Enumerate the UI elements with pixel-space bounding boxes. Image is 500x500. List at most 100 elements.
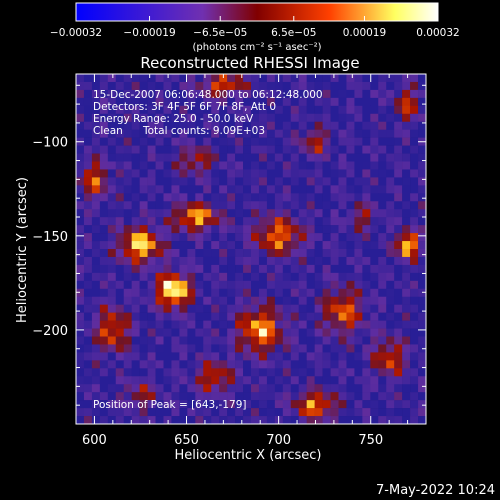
heatmap-cell [187, 280, 196, 290]
heatmap-cell [91, 376, 101, 385]
heatmap-cell [83, 121, 93, 130]
heatmap-cell [107, 416, 117, 425]
heatmap-cell [179, 288, 188, 298]
heatmap-cell [131, 169, 140, 178]
heatmap-cell [322, 249, 331, 258]
heatmap-cell [354, 137, 363, 146]
heatmap-cell [83, 105, 93, 115]
heatmap-cell [163, 376, 172, 385]
heatmap-cell [123, 344, 132, 353]
heatmap-cell [402, 145, 411, 154]
heatmap-cell [354, 81, 363, 91]
heatmap-cell [306, 280, 315, 290]
heatmap-cell [76, 280, 85, 290]
heatmap-cell [330, 177, 339, 186]
heatmap-cell [115, 408, 125, 417]
heatmap-cell [322, 169, 331, 178]
heatmap-cell [378, 320, 387, 329]
heatmap-cell [107, 320, 117, 329]
heatmap-cell [418, 201, 427, 210]
heatmap-cell [266, 416, 276, 425]
heatmap-cell [76, 129, 85, 138]
heatmap-cell [179, 416, 188, 425]
heatmap-cell [99, 360, 109, 369]
heatmap-cell [378, 113, 387, 123]
heatmap-cell [171, 312, 180, 321]
heatmap-cell [354, 185, 363, 194]
heatmap-cell [298, 74, 307, 83]
heatmap-cell [394, 280, 403, 290]
heatmap-cell [179, 360, 188, 369]
heatmap-cell [338, 296, 347, 305]
heatmap-cell [394, 153, 403, 162]
heatmap-cell [282, 392, 292, 401]
heatmap-cell [314, 129, 323, 138]
heatmap-cell [402, 121, 411, 130]
heatmap-cell [227, 416, 236, 425]
heatmap-cell [107, 272, 117, 282]
heatmap-cell [402, 137, 411, 146]
heatmap-cell [330, 400, 339, 409]
heatmap-cell [163, 97, 172, 107]
heatmap-cell [83, 145, 93, 154]
heatmap-cell [354, 272, 363, 282]
heatmap-cell [306, 169, 315, 178]
heatmap-cell [290, 400, 300, 409]
heatmap-cell [195, 408, 204, 417]
heatmap-cell [330, 121, 339, 130]
heatmap-cell [370, 161, 379, 170]
heatmap-cell [76, 161, 85, 170]
heatmap-cell [418, 392, 427, 401]
heatmap-cell [123, 384, 132, 393]
heatmap-cell [378, 256, 387, 266]
heatmap-cell [282, 225, 292, 234]
heatmap-cell [235, 249, 244, 258]
heatmap-cell [338, 400, 347, 409]
heatmap-cell [83, 137, 93, 146]
heatmap-cell [378, 89, 387, 99]
heatmap-cell [306, 121, 315, 130]
heatmap-cell [418, 209, 427, 218]
heatmap-cell [211, 97, 220, 107]
heatmap-cell [314, 217, 323, 226]
heatmap-cell [155, 328, 164, 337]
heatmap-cell [378, 352, 387, 361]
heatmap-cell [243, 392, 252, 401]
heatmap-cell [243, 225, 252, 234]
heatmap-cell [394, 225, 403, 234]
plot-date: 7-May-2022 10:24 [376, 483, 495, 498]
heatmap-cell [163, 169, 172, 178]
heatmap-cell [83, 193, 93, 202]
heatmap-cell [362, 249, 371, 258]
heatmap-cell [147, 384, 156, 393]
heatmap-cell [306, 392, 315, 401]
heatmap-cell [131, 288, 140, 298]
heatmap-cell [322, 201, 331, 210]
heatmap-cell [418, 169, 427, 178]
heatmap-cell [123, 360, 132, 369]
heatmap-cell [386, 185, 395, 194]
heatmap-cell [370, 272, 379, 282]
colorbar-tick-label: −0.00019 [123, 27, 175, 39]
heatmap-cell [139, 225, 148, 234]
heatmap-cell [258, 169, 268, 178]
heatmap-cell [171, 233, 180, 242]
heatmap-cell [211, 280, 220, 290]
heatmap-cell [306, 376, 315, 385]
heatmap-cell [211, 121, 220, 130]
heatmap-cell [99, 304, 109, 313]
heatmap-cell [179, 312, 188, 321]
heatmap-cell [139, 113, 148, 123]
heatmap-cell [330, 233, 339, 242]
heatmap-cell [139, 105, 148, 115]
heatmap-cell [314, 249, 323, 258]
heatmap-cell [362, 161, 371, 170]
heatmap-cell [258, 352, 268, 361]
heatmap-cell [91, 81, 101, 91]
heatmap-cell [306, 320, 315, 329]
heatmap-cell [131, 89, 140, 99]
heatmap-cell [410, 400, 419, 409]
heatmap-cell [346, 408, 355, 417]
heatmap-cell [155, 264, 164, 274]
heatmap-cell [123, 376, 132, 385]
